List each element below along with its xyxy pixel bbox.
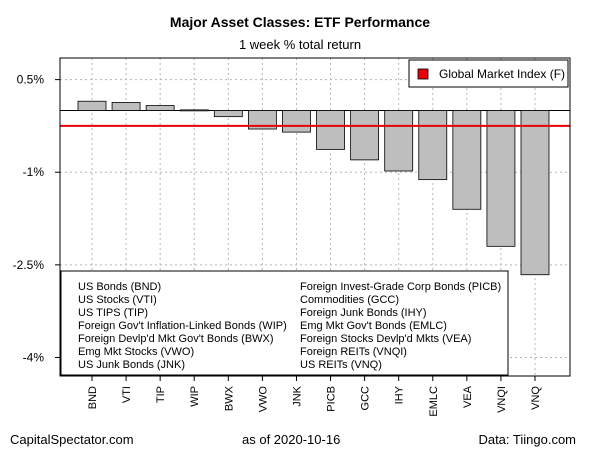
bar-gcc <box>350 110 380 161</box>
x-tick-label: EMLC <box>428 386 440 417</box>
ticker-annotation-box: US Bonds (BND)US Stocks (VTI)US TIPS (TI… <box>60 270 509 376</box>
x-tick-label: WIP <box>189 386 201 407</box>
x-tick-label: PICB <box>326 386 338 412</box>
footer-data-credit: Data: Tiingo.com <box>478 432 576 447</box>
x-tick-label: VEA <box>462 385 474 408</box>
annotation-item: Foreign Stocks Devlp'd Mkts (VEA) <box>300 333 471 345</box>
x-tick-label: VTI <box>121 386 133 403</box>
x-tick-label: TIP <box>155 386 167 403</box>
legend: Global Market Index (F) <box>408 59 569 88</box>
y-tick-label: -4% <box>23 350 45 364</box>
x-tick-label: VNQI <box>496 386 508 413</box>
y-tick-label: 0.5% <box>17 73 45 87</box>
annotation-item: US Junk Bonds (JNK) <box>78 359 185 371</box>
annotation-item: Foreign Junk Bonds (IHY) <box>300 307 427 319</box>
bar-tip <box>145 105 175 111</box>
annotation-item: Emg Mkt Stocks (VWO) <box>78 346 194 358</box>
annotation-item: Foreign REITs (VNQI) <box>300 346 407 358</box>
footer-date: as of 2020-10-16 <box>242 432 341 447</box>
x-tick-label: VNQ <box>530 386 542 410</box>
chart-subtitle: 1 week % total return <box>238 37 362 52</box>
bar-picb <box>316 110 345 150</box>
bar-vti <box>111 102 141 111</box>
x-tick-label: BND <box>87 386 99 409</box>
x-tick-label: BWX <box>223 385 235 411</box>
footer-source: CapitalSpectator.com <box>10 432 134 447</box>
annotation-item: Emg Mkt Gov't Bonds (EMLC) <box>300 320 447 332</box>
annotation-item: Foreign Devlp'd Mkt Gov't Bonds (BWX) <box>78 333 274 345</box>
x-tick-label: JNK <box>291 385 303 406</box>
y-tick-label: -2.5% <box>13 258 45 272</box>
bar-vea <box>452 110 482 210</box>
annotation-item: Foreign Invest-Grade Corp Bonds (PICB) <box>300 281 501 293</box>
annotation-item: US TIPS (TIP) <box>78 307 148 319</box>
x-tick-label: GCC <box>360 386 372 411</box>
bar-bnd <box>77 100 107 111</box>
annotation-item: Commodities (GCC) <box>300 294 399 306</box>
y-tick-label: -1% <box>23 165 45 179</box>
bar-vnq <box>520 110 550 276</box>
bar-wip <box>179 109 209 112</box>
legend-swatch <box>417 68 429 80</box>
legend-label: Global Market Index (F) <box>439 67 565 81</box>
bar-bwx <box>213 110 243 118</box>
annotation-item: US Bonds (BND) <box>78 281 161 293</box>
bar-ihy <box>384 110 414 172</box>
chart-title: Major Asset Classes: ETF Performance <box>169 14 431 30</box>
bars <box>60 100 570 276</box>
bar-vwo <box>247 110 277 130</box>
axes: 0.5% -1% -2.5% -4% BND VTI TIP WIP BWX VWO JNK PICB… <box>13 73 542 417</box>
x-tick-label: IHY <box>394 385 406 404</box>
bar-vnqi <box>486 110 516 247</box>
x-tick-label: VWO <box>257 386 269 413</box>
annotation-box-frame <box>60 270 509 376</box>
plot-frame <box>59 57 571 377</box>
bar-jnk <box>282 110 311 133</box>
annotation-item: Foreign Gov't Inflation-Linked Bonds (WI… <box>78 320 287 332</box>
annotation-item: US Stocks (VTI) <box>78 294 157 306</box>
bar-emlc <box>418 110 448 181</box>
legend-box <box>408 59 569 88</box>
annotation-item: US REITs (VNQ) <box>300 359 382 371</box>
